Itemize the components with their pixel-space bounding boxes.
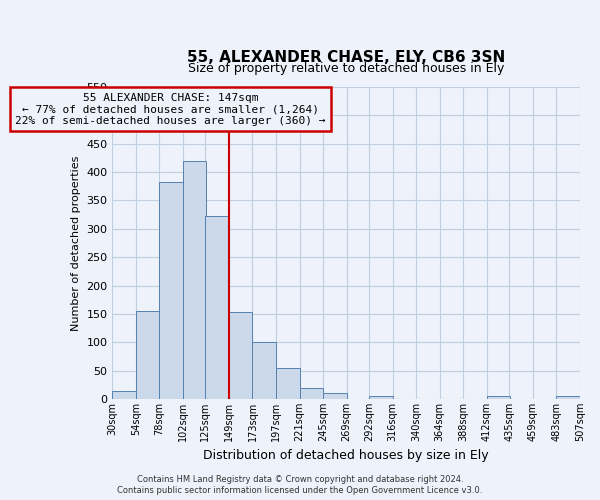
Text: 55 ALEXANDER CHASE: 147sqm
← 77% of detached houses are smaller (1,264)
22% of s: 55 ALEXANDER CHASE: 147sqm ← 77% of deta… <box>16 92 326 126</box>
Bar <box>229 312 253 399</box>
Text: Contains HM Land Registry data © Crown copyright and database right 2024.: Contains HM Land Registry data © Crown c… <box>137 475 463 484</box>
Bar <box>112 390 136 399</box>
Bar <box>487 396 511 399</box>
Y-axis label: Number of detached properties: Number of detached properties <box>71 156 81 330</box>
Text: Size of property relative to detached houses in Ely: Size of property relative to detached ho… <box>188 62 505 74</box>
Bar <box>556 396 580 399</box>
Bar <box>205 216 229 399</box>
Bar <box>183 160 206 399</box>
Bar <box>160 182 183 399</box>
Title: 55, ALEXANDER CHASE, ELY, CB6 3SN: 55, ALEXANDER CHASE, ELY, CB6 3SN <box>187 50 505 65</box>
Bar <box>299 388 323 399</box>
Text: Contains public sector information licensed under the Open Government Licence v3: Contains public sector information licen… <box>118 486 482 495</box>
Bar <box>369 396 393 399</box>
Bar <box>253 342 276 399</box>
Bar <box>276 368 299 399</box>
Bar <box>136 311 160 399</box>
X-axis label: Distribution of detached houses by size in Ely: Distribution of detached houses by size … <box>203 450 489 462</box>
Bar <box>323 394 347 399</box>
